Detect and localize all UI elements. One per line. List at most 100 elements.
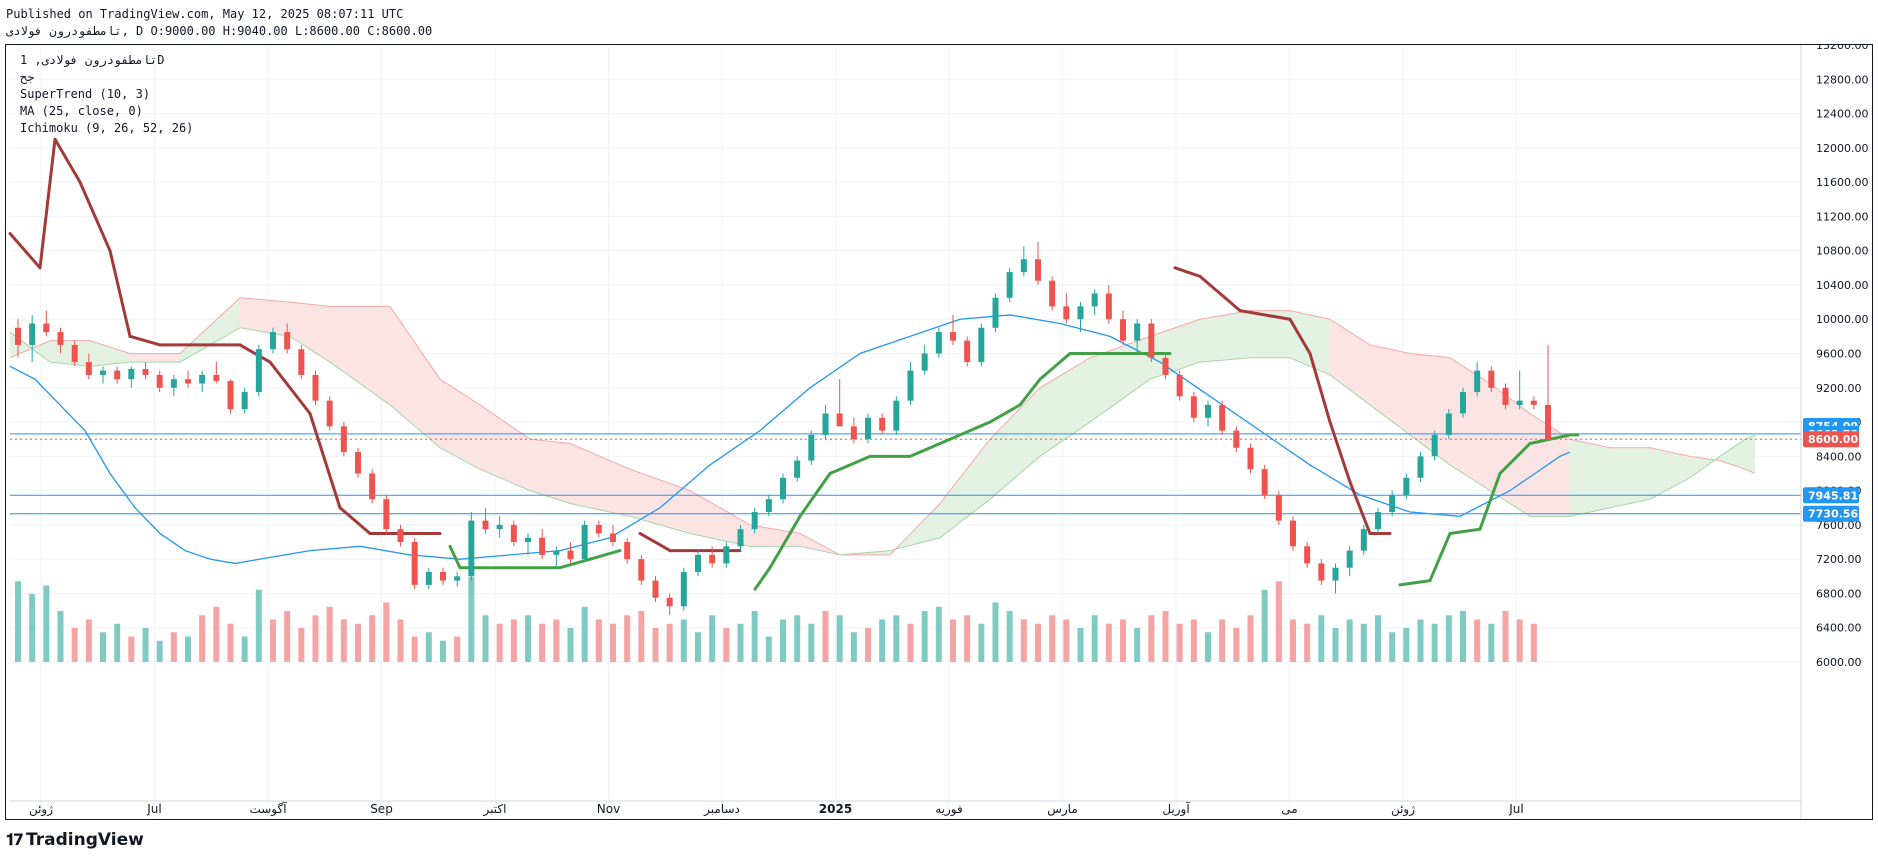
price-axis-tick-label: 8400.00 [1816,450,1862,463]
candle-body [850,426,857,440]
candle-body [170,379,177,388]
volume-bar [907,623,914,662]
volume-bar [836,615,843,662]
volume-bar [1120,619,1126,662]
volume-bar [1148,615,1155,662]
ichimoku-cloud-segment [1570,439,1610,517]
price-tag-text: 7945.81 [1808,489,1858,502]
time-axis-tick-label: می [1281,802,1297,816]
candle-body [1332,567,1339,581]
candle-body [652,580,659,598]
supertrend-line [78,180,112,253]
time-axis-tick-label: 2025 [819,802,852,816]
legend-symbol[interactable]: ﺗﺎﻣﻄﻔﻮﺩﺭﻭﻥ ﻓﻮﻻﺩﯼ, 1D [20,53,165,67]
volume-bar [199,615,206,662]
candle-body [227,380,234,410]
chart-frame[interactable]: 13200.00 12800.00 12400.00 12000.00 11600.00… [5,44,1873,820]
supertrend-line [1308,352,1332,424]
price-chart[interactable]: 13200.00 12800.00 12400.00 12000.00 11600.00… [6,45,1872,819]
volume-bar [1290,619,1296,662]
volume-bar [241,636,248,662]
ichimoku-cloud-segment [440,379,480,470]
price-axis-tick-label: 9200.00 [1816,382,1862,395]
candle-body [553,550,560,555]
candle-body [15,327,21,345]
candle-body [1162,357,1169,375]
legend-ma[interactable]: MA (25, close, 0) [20,104,143,118]
volume-bar [765,636,772,662]
candle-body [1304,546,1311,564]
candle-body [865,417,871,440]
price-axis-tick-label: 10400.00 [1816,279,1869,292]
candle-body [57,332,64,345]
candle-body [241,392,248,410]
supertrend-line [1238,309,1292,321]
time-axis-tick-label: ژوئن [1391,802,1415,817]
supertrend-line [1288,317,1312,355]
candle-body [907,370,914,401]
candle-body [1247,447,1254,470]
time-axis-tick-label: Jul [146,802,161,816]
volume-bar [1445,615,1452,662]
time-axis-tick-label: آگوست [249,801,287,817]
volume-bar [1530,623,1537,662]
legend-ichimoku[interactable]: Ichimoku (9, 26, 52, 26) [20,121,194,135]
supertrend-line [338,506,372,535]
price-axis-tick-label: 6800.00 [1816,587,1862,600]
tradingview-brand[interactable]: 𝟏𝟳 TradingView [6,830,144,850]
price-tag-7730.56: 7730.56 [1803,505,1859,522]
volume-bar [1389,632,1396,662]
candle-body [1148,323,1155,358]
volume-bar [1035,623,1041,662]
volume-bar [170,632,177,662]
candle-body [1545,404,1551,440]
candle-body [893,400,900,431]
volume-bar [411,636,418,662]
supertrend-line [38,137,57,270]
volume-bar [950,619,956,662]
volume-bar [128,636,135,662]
candle-body [539,537,546,555]
volume-bar [652,628,659,662]
candle-body [1346,550,1353,568]
ma-line [9,314,1571,565]
candle-body [1035,259,1041,281]
volume-bar [964,615,971,662]
time-axis-tick-label: Nov [597,802,620,816]
volume-bar [751,611,758,662]
candle-body [638,559,645,581]
volume-bar [355,623,361,662]
volume-bar [893,615,900,662]
candle-body [71,344,78,363]
ichimoku-cloud-segment [530,439,570,504]
price-axis-tick-label: 6400.00 [1816,622,1862,635]
volume-bar [29,594,36,662]
ichimoku-cloud-segment [1370,344,1410,435]
volume-bar [326,606,333,662]
supertrend-line [238,343,272,364]
volume-bar [85,619,92,662]
volume-bar [1417,619,1424,662]
candle-body [1417,456,1424,478]
candle-body [1063,306,1070,320]
price-tag-text: 8600.00 [1808,433,1858,446]
volume-bar [340,619,347,662]
candle-body [751,512,758,530]
supertrend-line [768,514,802,570]
candle-body [978,327,985,363]
volume-bar [539,623,546,662]
candle-body [1205,404,1211,418]
volume-bar [482,615,489,662]
volume-bar [1403,628,1410,662]
candle-body [780,477,786,500]
volume-bar [142,628,149,662]
candle-body [1502,387,1509,405]
supertrend-line [53,137,82,184]
legend-supertrend[interactable]: SuperTrend (10, 3) [20,87,151,101]
candle-body [624,542,631,560]
supertrend-line [1478,471,1502,531]
ichimoku-span-b [9,327,1756,556]
volume-bar [1205,632,1211,662]
candle-body [1091,293,1098,307]
candle-body [1474,370,1481,393]
